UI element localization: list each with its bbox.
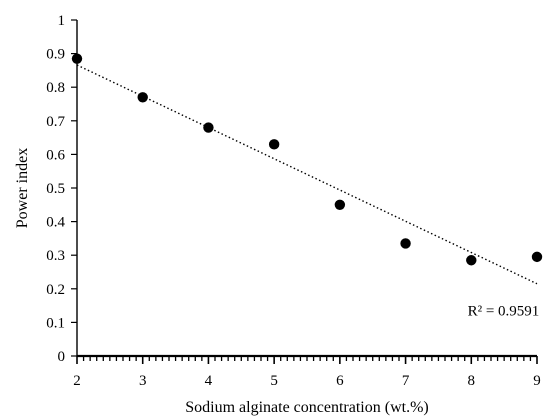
data-point <box>71 53 83 64</box>
y-tick-label: 0.6 <box>46 147 65 163</box>
data-point <box>531 251 543 263</box>
data-point <box>137 92 148 103</box>
x-tick-label: 5 <box>270 373 278 389</box>
y-tick-label: 1 <box>58 13 66 29</box>
x-tick-label: 7 <box>402 373 410 389</box>
data-point <box>203 122 214 133</box>
x-tick-label: 3 <box>139 373 147 389</box>
y-tick-label: 0.8 <box>46 80 65 96</box>
y-axis-title: Power index <box>14 148 31 228</box>
x-tick-label: 9 <box>533 373 541 389</box>
x-tick-label: 8 <box>468 373 476 389</box>
data-point <box>334 199 346 210</box>
y-tick-label: 0.9 <box>46 47 65 63</box>
y-tick-label: 0.3 <box>46 248 65 264</box>
data-points <box>71 53 543 266</box>
y-tick-label: 0 <box>58 349 66 365</box>
data-point <box>268 139 280 150</box>
y-tick-label: 0.5 <box>46 181 65 197</box>
x-axis: 2 3 4 5 6 7 8 9 <box>73 354 541 389</box>
y-tick-label: 0.7 <box>46 114 65 130</box>
x-axis-title: Sodium alginate concentration (wt.%) <box>185 399 428 416</box>
x-tick-label: 6 <box>336 373 344 389</box>
x-tick-label: 2 <box>73 373 81 389</box>
data-point <box>466 255 477 266</box>
data-point <box>400 238 411 249</box>
x-tick-label: 4 <box>205 373 213 389</box>
y-tick-label: 0.2 <box>46 282 65 298</box>
y-tick-label: 0.1 <box>46 315 65 331</box>
trendline <box>76 64 538 285</box>
r-squared-annotation: R² = 0.9591 <box>468 304 540 320</box>
y-tick-label: 0.4 <box>46 215 65 231</box>
y-axis: 0 0.1 0.2 0.3 0.4 0.5 0.6 0.7 0.8 0.9 1 <box>46 13 78 365</box>
trendline-line <box>76 64 538 285</box>
